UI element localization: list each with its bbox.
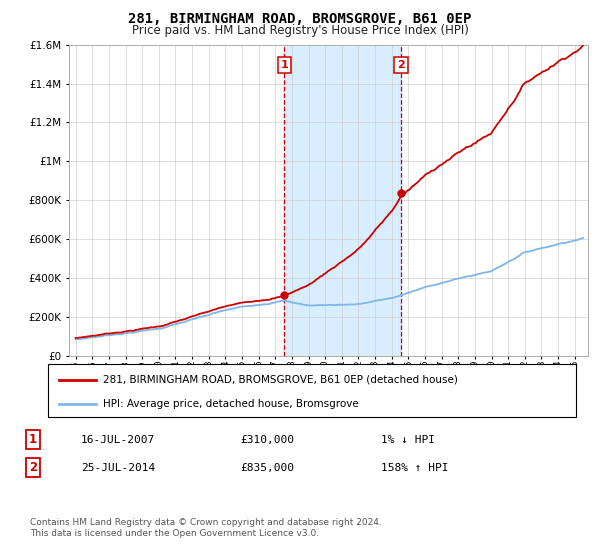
Text: 1% ↓ HPI: 1% ↓ HPI <box>381 435 435 445</box>
Text: Contains HM Land Registry data © Crown copyright and database right 2024.
This d: Contains HM Land Registry data © Crown c… <box>30 518 382 538</box>
Text: £835,000: £835,000 <box>240 463 294 473</box>
Text: 281, BIRMINGHAM ROAD, BROMSGROVE, B61 0EP: 281, BIRMINGHAM ROAD, BROMSGROVE, B61 0E… <box>128 12 472 26</box>
FancyBboxPatch shape <box>48 364 576 417</box>
Text: Price paid vs. HM Land Registry's House Price Index (HPI): Price paid vs. HM Land Registry's House … <box>131 24 469 37</box>
Text: 1: 1 <box>29 433 37 446</box>
Text: 158% ↑ HPI: 158% ↑ HPI <box>381 463 449 473</box>
Text: 16-JUL-2007: 16-JUL-2007 <box>81 435 155 445</box>
Text: 25-JUL-2014: 25-JUL-2014 <box>81 463 155 473</box>
Text: 1: 1 <box>280 60 288 70</box>
Text: 281, BIRMINGHAM ROAD, BROMSGROVE, B61 0EP (detached house): 281, BIRMINGHAM ROAD, BROMSGROVE, B61 0E… <box>103 375 458 385</box>
Bar <box>284 45 401 356</box>
Text: HPI: Average price, detached house, Bromsgrove: HPI: Average price, detached house, Brom… <box>103 399 359 409</box>
Text: 2: 2 <box>29 461 37 474</box>
Text: 2: 2 <box>397 60 405 70</box>
Text: £310,000: £310,000 <box>240 435 294 445</box>
